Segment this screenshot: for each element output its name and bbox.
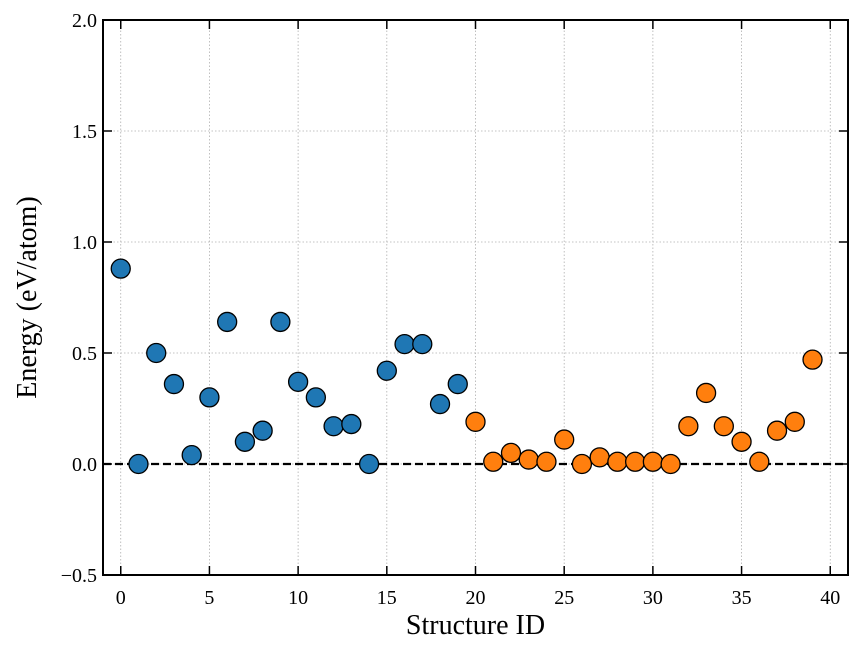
data-point-series-1 [110, 258, 131, 279]
data-point-series-2 [784, 411, 805, 432]
data-point-series-1 [234, 431, 256, 452]
data-point-series-1 [252, 420, 273, 441]
data-points [110, 258, 823, 475]
x-tick-label: 25 [554, 587, 574, 609]
x-tick-label: 5 [204, 587, 214, 609]
data-point-series-2 [554, 429, 575, 450]
data-point-series-2 [589, 447, 610, 468]
data-point-series-1 [128, 453, 149, 475]
y-tick-label: 2.0 [72, 10, 97, 32]
data-point-series-1 [394, 333, 415, 355]
data-point-series-2 [483, 451, 504, 472]
data-point-series-2 [536, 451, 557, 472]
data-point-series-2 [607, 451, 628, 472]
y-tick-label: 1.0 [72, 232, 97, 254]
y-tick-label: 1.5 [72, 121, 97, 143]
data-point-series-2 [731, 431, 752, 452]
data-point-series-1 [376, 360, 397, 381]
data-point-series-2 [571, 453, 593, 475]
data-point-series-2 [766, 420, 788, 441]
data-point-series-1 [323, 416, 344, 437]
data-point-series-2 [624, 451, 646, 472]
x-tick-label: 30 [643, 587, 663, 609]
data-point-series-2 [500, 442, 522, 464]
x-axis-label: Structure ID [406, 610, 545, 641]
data-point-series-1 [305, 387, 327, 408]
data-point-series-1 [217, 311, 238, 333]
x-tick-label: 10 [288, 587, 308, 609]
data-point-series-1 [358, 453, 380, 475]
data-point-series-2 [802, 349, 823, 370]
x-tick-label: 40 [820, 587, 840, 609]
x-tick-label: 20 [466, 587, 486, 609]
data-point-series-2 [749, 451, 770, 472]
axis-ticks: 0 5 10 15 20 25 30 35 40 −0.5 0.0 0.5 1.0 1.5 2.0 [61, 10, 848, 609]
data-point-series-1 [163, 373, 185, 395]
data-point-series-1 [146, 342, 167, 364]
data-point-series-1 [412, 333, 433, 355]
y-axis-label: Energy (eV/atom) [12, 196, 43, 398]
data-point-series-1 [270, 311, 291, 333]
data-point-series-1 [181, 444, 202, 466]
x-tick-label: 15 [377, 587, 397, 609]
data-point-series-2 [465, 411, 486, 432]
data-point-series-1 [447, 373, 468, 395]
y-tick-label: 0.0 [72, 454, 97, 476]
data-point-series-2 [695, 382, 717, 404]
data-point-series-2 [678, 416, 699, 437]
data-point-series-1 [199, 387, 220, 408]
data-point-series-2 [518, 449, 539, 470]
x-tick-label: 35 [732, 587, 752, 609]
data-point-series-2 [642, 451, 664, 472]
data-point-series-1 [287, 371, 309, 393]
grid [103, 19, 848, 576]
y-tick-label: 0.5 [72, 343, 97, 365]
data-point-series-1 [341, 413, 362, 435]
x-tick-label: 0 [116, 587, 126, 609]
data-point-series-2 [713, 416, 734, 437]
data-point-series-1 [429, 393, 451, 415]
data-point-series-2 [660, 453, 681, 475]
y-tick-label: −0.5 [61, 565, 97, 587]
